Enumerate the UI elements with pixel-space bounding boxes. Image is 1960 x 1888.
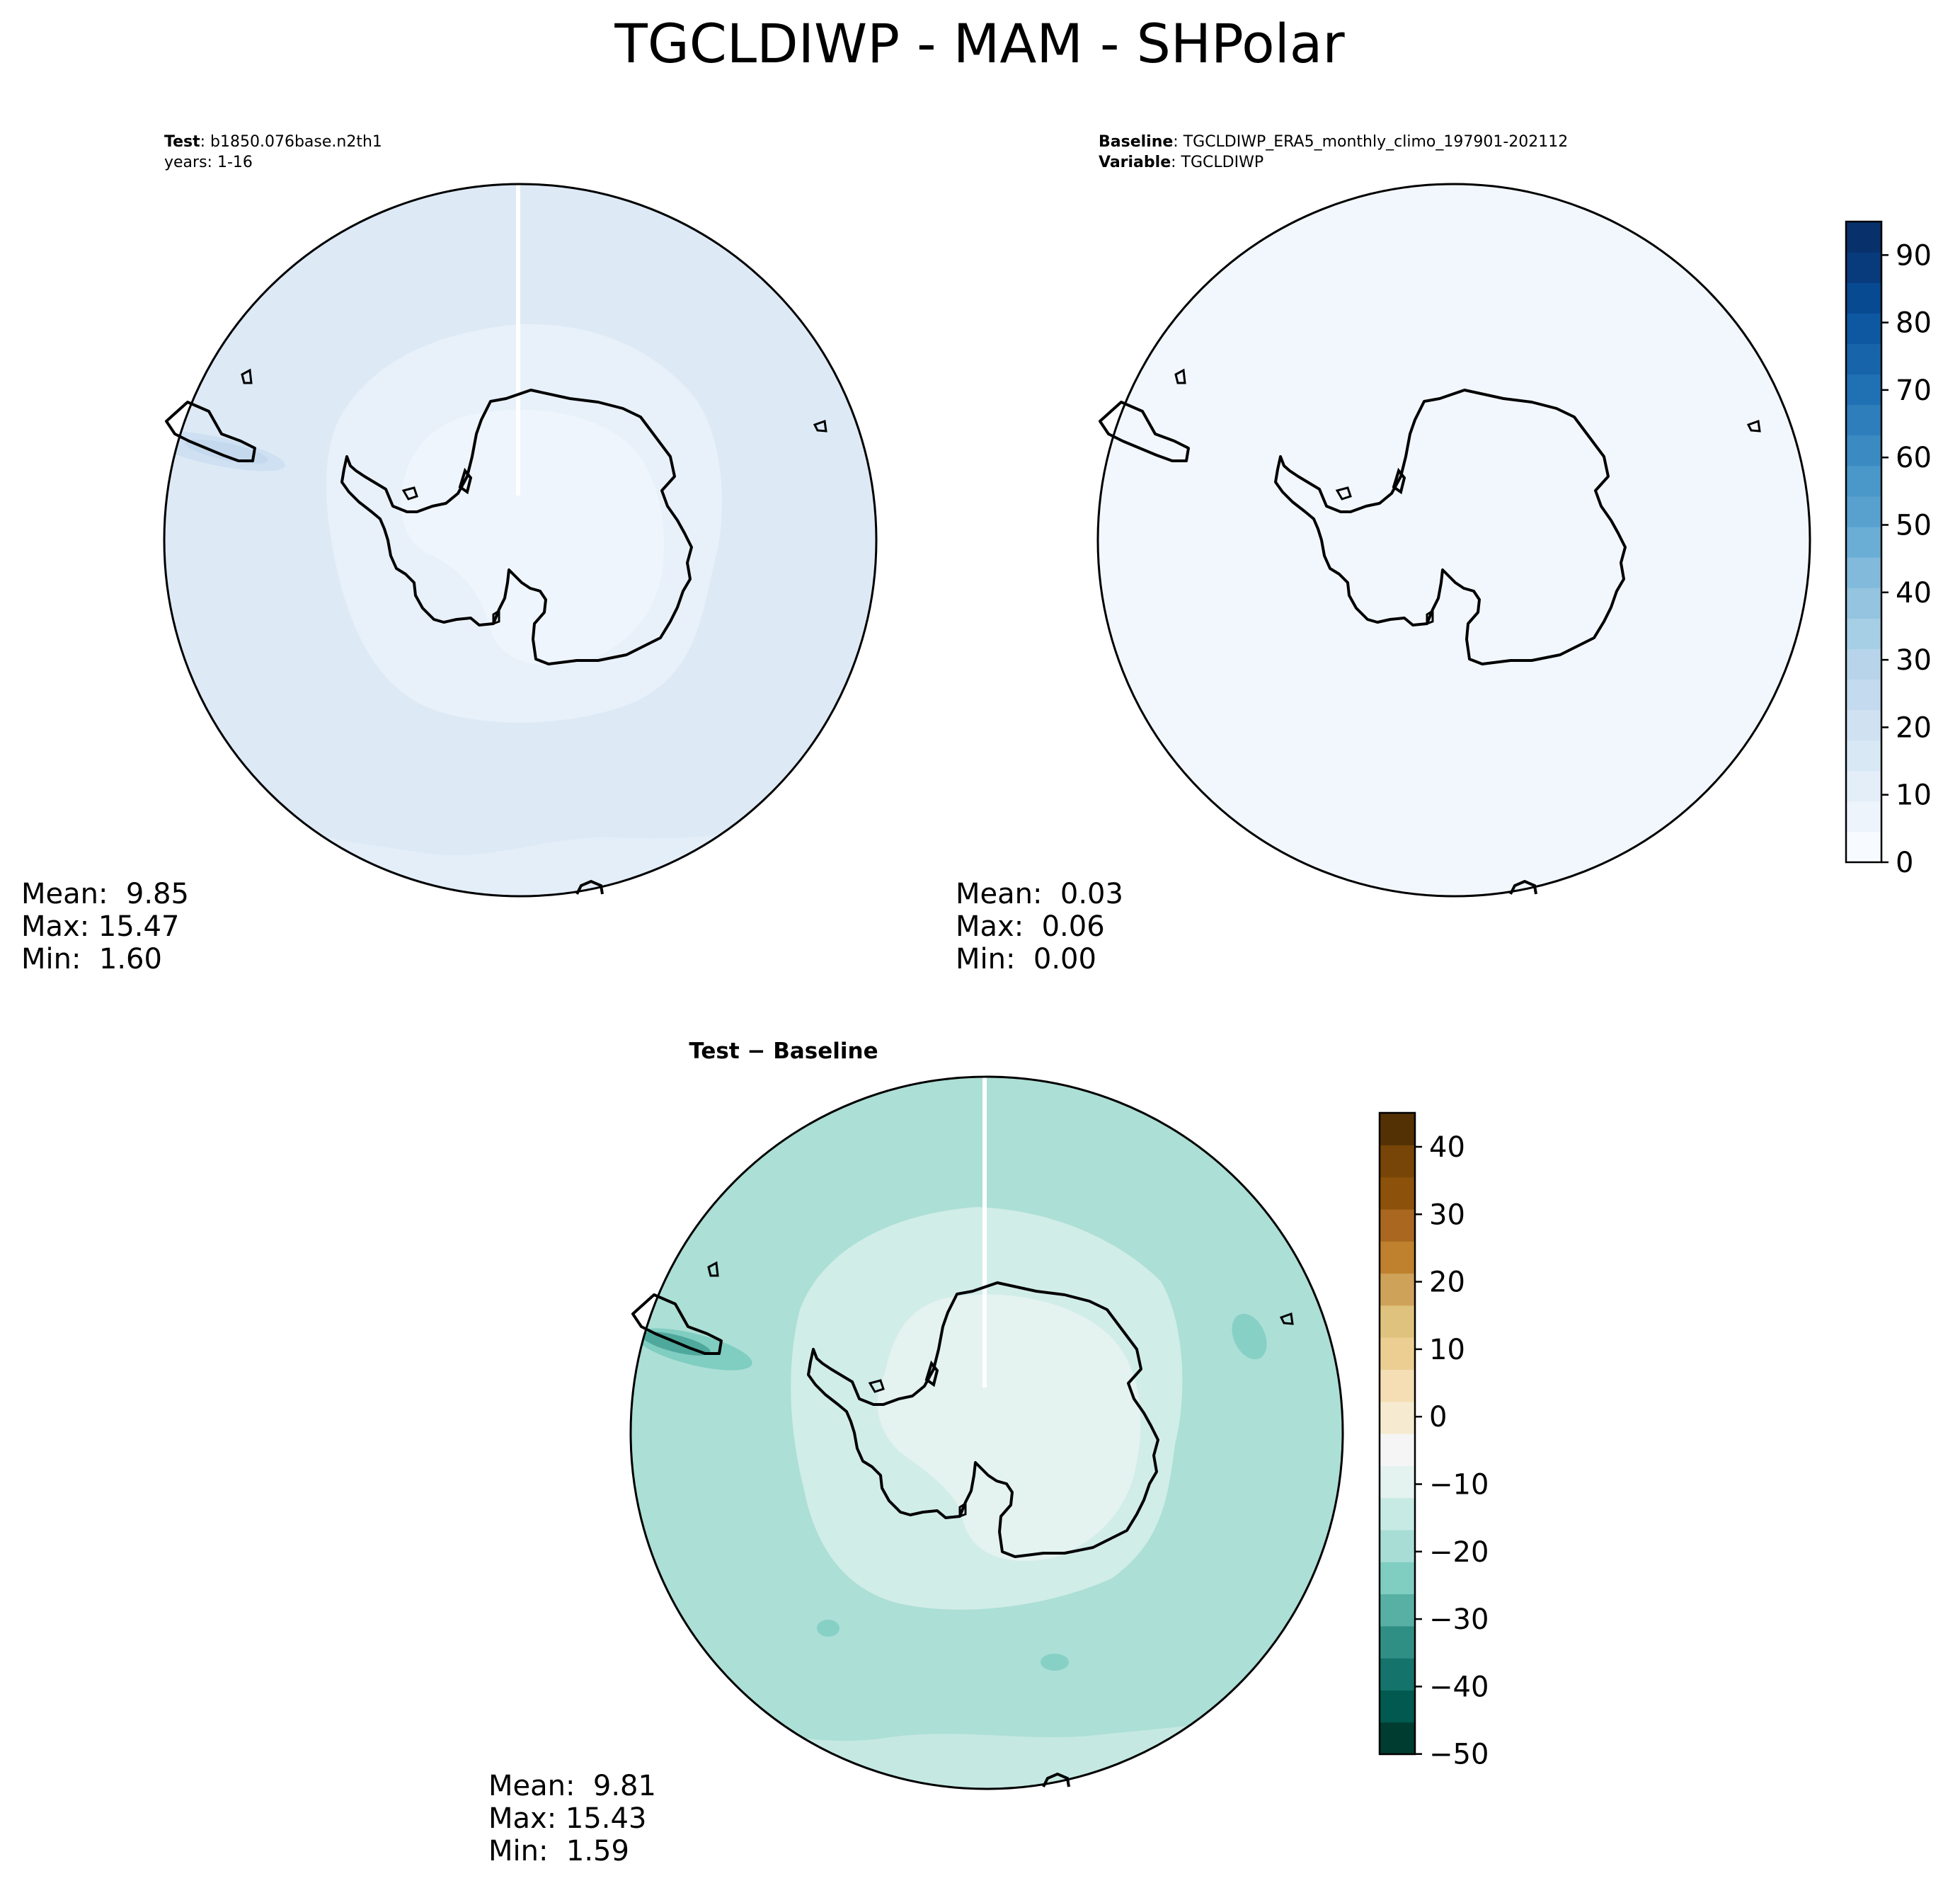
test-panel-years: years: 1-16 xyxy=(164,154,253,171)
test-map-field xyxy=(164,184,876,896)
blues-colorbar-segment xyxy=(1846,618,1881,649)
blues-colorbar-tick-label: 10 xyxy=(1896,779,1932,812)
test-stat-mean: Mean: 9.85 xyxy=(21,878,189,910)
brbg-colorbar-tick-label: −20 xyxy=(1429,1536,1489,1569)
brbg-colorbar: 40 30 20 10 0 −10 −20 −30 −40 −50 xyxy=(1378,1111,1489,1771)
brbg-colorbar-segment xyxy=(1380,1113,1415,1145)
diff-stat-min: Min: 1.59 xyxy=(488,1835,629,1867)
baseline-panel-title: Baseline: TGCLDIWP_ERA5_monthly_climo_19… xyxy=(1099,133,1568,151)
blues-colorbar-segment xyxy=(1846,679,1881,711)
blues-colorbar-segment xyxy=(1846,222,1881,253)
brbg-colorbar-segment xyxy=(1380,1722,1415,1755)
blues-colorbar-segment xyxy=(1846,313,1881,344)
brbg-colorbar-segment xyxy=(1380,1145,1415,1178)
blues-colorbar-segment xyxy=(1846,526,1881,558)
brbg-colorbar-segment xyxy=(1380,1497,1415,1531)
blues-colorbar-tick-label: 40 xyxy=(1896,577,1932,610)
test-panel-title: Test: b1850.076base.n2th1 xyxy=(164,133,382,151)
brbg-colorbar-tick-label: −50 xyxy=(1429,1739,1489,1771)
brbg-colorbar-segment xyxy=(1380,1401,1415,1434)
blues-colorbar-segment xyxy=(1846,557,1881,588)
diff-panel-title: Test − Baseline xyxy=(689,1039,878,1064)
test-stat-min: Min: 1.60 xyxy=(21,943,162,976)
blues-colorbar-tick-label: 80 xyxy=(1896,307,1932,340)
blues-colorbar-segment xyxy=(1846,343,1881,375)
test-map-boundary xyxy=(163,183,878,898)
brbg-colorbar-tick-label: 20 xyxy=(1429,1266,1465,1299)
blues-colorbar-tick-label: 50 xyxy=(1896,510,1932,542)
brbg-colorbar-tick-label: 40 xyxy=(1429,1131,1465,1164)
blues-colorbar-segment xyxy=(1846,374,1881,406)
blues-colorbar-segment xyxy=(1846,282,1881,314)
blues-colorbar: 0 10 20 30 40 50 60 70 80 90 xyxy=(1845,220,1932,879)
brbg-colorbar-tick-label: 0 xyxy=(1429,1401,1447,1434)
brbg-colorbar-tick-label: −30 xyxy=(1429,1603,1489,1636)
brbg-colorbar-segment xyxy=(1380,1625,1415,1659)
brbg-colorbar-tick-label: −10 xyxy=(1429,1469,1489,1501)
diff-map-boundary xyxy=(629,1075,1344,1790)
blues-colorbar-tick-label: 90 xyxy=(1896,239,1932,272)
blues-colorbar-tick-label: 30 xyxy=(1896,644,1932,677)
brbg-colorbar-segment xyxy=(1380,1465,1415,1499)
blues-colorbar-tick-label: 60 xyxy=(1896,442,1932,474)
blues-colorbar-segment xyxy=(1846,435,1881,467)
brbg-colorbar-segment xyxy=(1380,1529,1415,1562)
blues-colorbar-frame xyxy=(1845,220,1883,864)
brbg-colorbar-segment xyxy=(1380,1305,1415,1338)
blues-colorbar-segment xyxy=(1846,648,1881,680)
blues-colorbar-segment xyxy=(1846,404,1881,436)
blues-colorbar-segment xyxy=(1846,770,1881,802)
test-panel: Test: b1850.076base.n2th1 years: 1-16 Me… xyxy=(21,133,878,976)
brbg-colorbar-segment xyxy=(1380,1208,1415,1242)
blues-colorbar-segment xyxy=(1846,465,1881,497)
brbg-colorbar-segment xyxy=(1380,1273,1415,1306)
brbg-colorbar-tick-label: 30 xyxy=(1429,1198,1465,1231)
blues-colorbar-segment xyxy=(1846,588,1881,619)
diff-panel: Test − Baseline Mean: 9.81 Max: 15.43 Mi… xyxy=(488,1039,1489,1867)
diff-stat-mean: Mean: 9.81 xyxy=(488,1770,656,1802)
brbg-colorbar-segment xyxy=(1380,1562,1415,1595)
blues-colorbar-segment xyxy=(1846,252,1881,283)
brbg-colorbar-segment xyxy=(1380,1658,1415,1690)
blues-colorbar-segment xyxy=(1846,709,1881,741)
baseline-panel: Baseline: TGCLDIWP_ERA5_monthly_climo_19… xyxy=(956,133,1932,976)
baseline-stat-mean: Mean: 0.03 xyxy=(956,878,1123,910)
baseline-panel-variable: Variable: TGCLDIWP xyxy=(1099,154,1263,171)
baseline-map-boundary xyxy=(1096,183,1811,898)
brbg-colorbar-frame xyxy=(1378,1111,1416,1756)
figure-title: TGCLDIWP - MAM - SHPolar xyxy=(614,12,1345,75)
baseline-stat-max: Max: 0.06 xyxy=(956,910,1105,943)
diff-map-field xyxy=(631,1077,1343,1789)
blues-colorbar-tick-label: 70 xyxy=(1896,374,1932,407)
test-stat-max: Max: 15.47 xyxy=(21,910,179,943)
baseline-stat-min: Min: 0.00 xyxy=(956,943,1096,976)
brbg-colorbar-tick-label: −40 xyxy=(1429,1671,1489,1703)
brbg-colorbar-segment xyxy=(1380,1337,1415,1370)
brbg-colorbar-segment xyxy=(1380,1690,1415,1723)
blues-colorbar-tick-label: 20 xyxy=(1896,711,1932,744)
brbg-colorbar-tick-label: 10 xyxy=(1429,1334,1465,1366)
brbg-colorbar-segment xyxy=(1380,1594,1415,1627)
diff-stat-max: Max: 15.43 xyxy=(488,1802,646,1835)
brbg-colorbar-segment xyxy=(1380,1369,1415,1402)
baseline-map-field xyxy=(1098,184,1810,896)
brbg-colorbar-segment xyxy=(1380,1434,1415,1466)
brbg-colorbar-segment xyxy=(1380,1177,1415,1210)
blues-colorbar-segment xyxy=(1846,740,1881,772)
blues-colorbar-segment xyxy=(1846,831,1881,863)
blues-colorbar-segment xyxy=(1846,801,1881,833)
blues-colorbar-segment xyxy=(1846,496,1881,527)
brbg-colorbar-segment xyxy=(1380,1241,1415,1274)
blues-colorbar-tick-label: 0 xyxy=(1896,847,1913,879)
